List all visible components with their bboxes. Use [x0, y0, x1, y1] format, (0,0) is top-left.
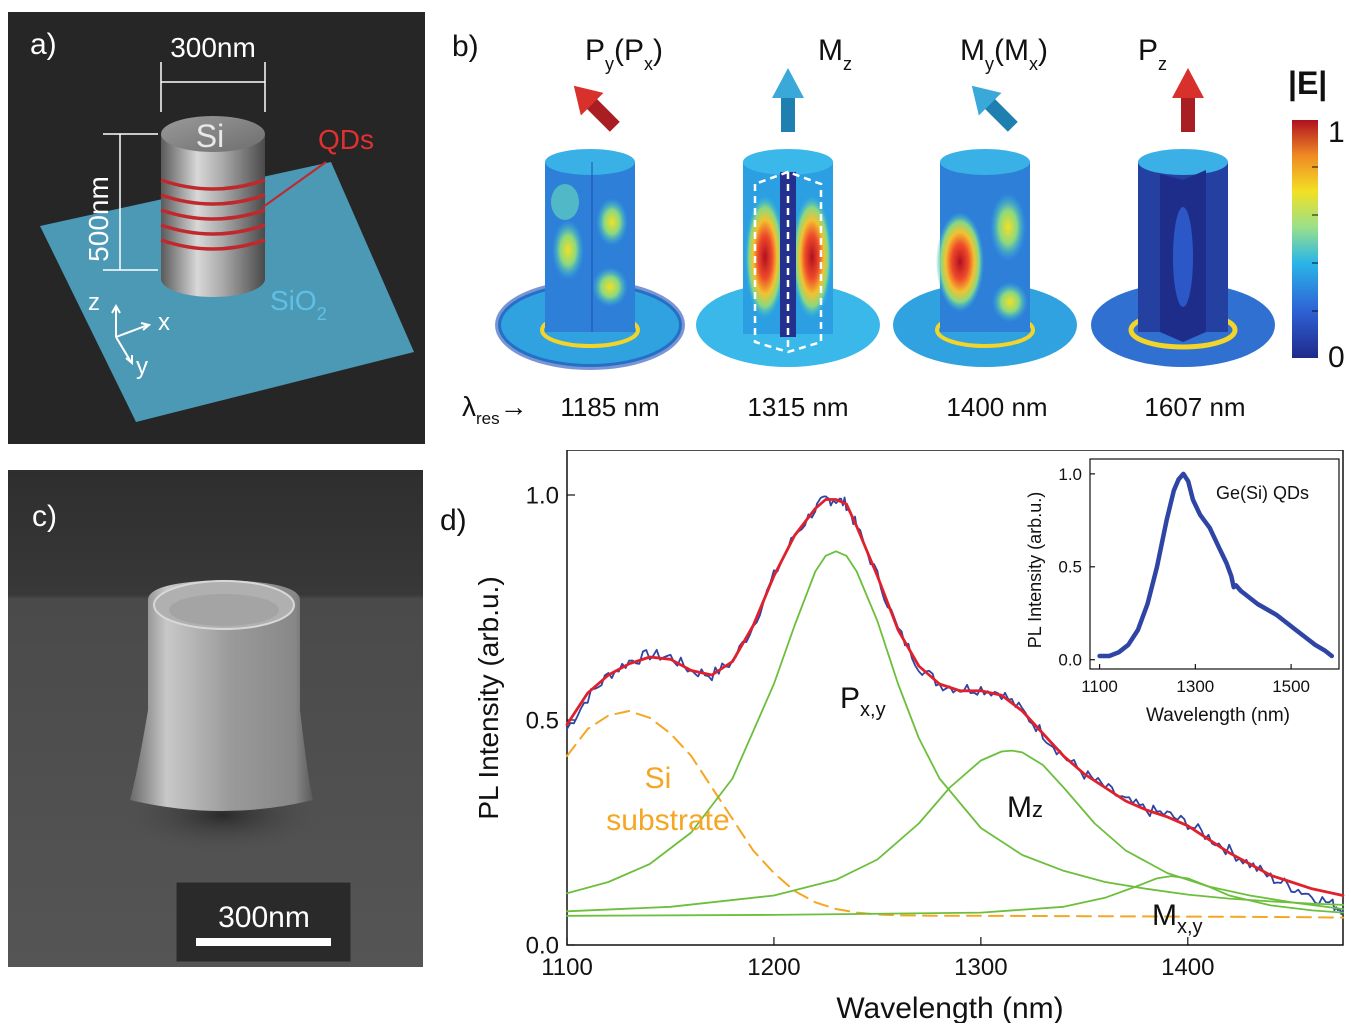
scalebar-box — [175, 881, 352, 963]
panel-c-label: c) — [32, 500, 57, 533]
qd-layers — [160, 178, 266, 251]
wavelength-mz: 1315 nm — [747, 392, 848, 422]
x-tick-label: 1300 — [954, 954, 1007, 981]
y-tick-label: 0.0 — [1058, 651, 1082, 670]
series-fit — [565, 498, 1345, 897]
panel-d-label: d) — [440, 504, 467, 537]
colorbar-title: |E| — [1288, 65, 1327, 101]
field-map-figure: b) Py(Px) Mz My(Mx) Pz — [452, 30, 1345, 428]
qd-layer-4 — [160, 223, 266, 236]
axis-z-label: z — [88, 289, 100, 316]
mode-label-mz: Mz — [818, 34, 852, 74]
x-tick-label: 1100 — [1081, 677, 1118, 696]
pillar-top — [161, 116, 265, 152]
x-tick-label: 1500 — [1272, 677, 1310, 696]
panel-b-field-maps: b) Py(Px) Mz My(Mx) Pz — [440, 12, 1351, 444]
mode-label-pz: Pz — [1138, 34, 1167, 74]
field-map-my — [893, 149, 1077, 367]
qd-layer-5 — [160, 238, 266, 251]
colorbar — [1292, 120, 1318, 358]
inset-x-ticks: 1100 1300 1500 — [1081, 664, 1310, 696]
mode-label-my: My(Mx) — [960, 34, 1048, 74]
panel-a-label: a) — [30, 28, 57, 61]
panel-c-sem-image: 300nm c) — [8, 470, 423, 967]
annotation-mz: Mz — [1007, 791, 1043, 824]
mode-label-py: Py(Px) — [585, 34, 663, 74]
scalebar-label: 300nm — [218, 901, 310, 934]
scalebar — [196, 938, 331, 946]
colorbar-min: 0 — [1328, 341, 1345, 374]
panel-d-pl-spectrum: d) 0.0 0.5 1.0 1100 1200 1300 1400 PL Intensi… — [430, 449, 1351, 1025]
arrow-mz-icon — [772, 68, 804, 132]
qds-label: QDs — [318, 124, 374, 155]
width-dimension — [160, 62, 266, 112]
pillar-schematic: 300nm 500nm Si QDs SiO2 z x y a) — [30, 28, 414, 422]
axis-y-label: y — [136, 353, 148, 380]
width-label: 300nm — [170, 32, 256, 63]
qd-layer-1 — [160, 178, 266, 191]
pillar-bottom — [161, 261, 265, 297]
inset-chart: 0.0 0.5 1.0 1100 1300 1500 Ge(Si) QDs PL Int… — [1025, 458, 1340, 726]
series-m-xy — [566, 875, 1344, 917]
inset-title: Ge(Si) QDs — [1216, 483, 1309, 503]
sem-pillar — [130, 580, 313, 811]
wavelength-py: 1185 nm — [560, 392, 659, 422]
inset-y-label: PL Intensity (arb.u.) — [1025, 492, 1045, 648]
series-group — [565, 495, 1345, 919]
arrow-py-icon — [573, 85, 620, 132]
x-axis-label: Wavelength (nm) — [836, 992, 1063, 1023]
qd-layer-2 — [160, 193, 266, 206]
wavelength-pz: 1607 nm — [1144, 392, 1245, 422]
y-tick-label: 0.5 — [1058, 558, 1082, 577]
colorbar-ticks — [1312, 166, 1318, 312]
series-ge-si-qds — [1097, 471, 1335, 659]
field-map-py — [495, 149, 685, 370]
pillar-body — [161, 134, 265, 279]
panel-a-schematic: 300nm 500nm Si QDs SiO2 z x y a) — [8, 12, 425, 444]
height-dimension — [103, 133, 158, 271]
series-p-xy — [566, 550, 1344, 906]
inset-series-group — [1097, 471, 1335, 659]
inset-y-ticks: 0.0 0.5 1.0 — [1058, 465, 1095, 670]
x-tick-label: 1400 — [1161, 954, 1214, 981]
inset-x-label: Wavelength (nm) — [1146, 705, 1290, 726]
y-tick-label: 0.0 — [526, 932, 559, 959]
field-map-mz — [696, 149, 880, 367]
annotation-substrate: substrate — [606, 804, 729, 837]
y-tick-label: 1.0 — [1058, 465, 1082, 484]
annotation-pxy: Px,y — [840, 682, 886, 721]
si-pillar-label: Si — [196, 118, 224, 154]
y-tick-label: 1.0 — [526, 482, 559, 509]
arrow-pz-icon — [1172, 68, 1204, 132]
annotation-si: Si — [645, 762, 672, 795]
y-tick-label: 0.5 — [526, 707, 559, 734]
x-tick-label: 1100 — [541, 954, 593, 981]
annotation-mxy: Mx,y — [1152, 899, 1203, 938]
qds-leader-line — [262, 161, 327, 208]
arrow-my-icon — [971, 85, 1018, 132]
x-axis-ticks: 1100 1200 1300 1400 — [541, 937, 1214, 981]
wavelength-my: 1400 nm — [946, 392, 1047, 422]
axes-triad — [111, 303, 152, 366]
x-tick-label: 1300 — [1176, 677, 1214, 696]
pl-spectrum-chart: d) 0.0 0.5 1.0 1100 1200 1300 1400 PL Intensi… — [440, 449, 1345, 1025]
sem-micrograph: 300nm c) — [8, 470, 423, 967]
lambda-res-label: λres→ — [462, 391, 528, 428]
x-tick-label: 1200 — [747, 954, 800, 981]
colorbar-max: 1 — [1328, 116, 1345, 149]
panel-b-label: b) — [452, 30, 479, 63]
qd-layer-3 — [160, 208, 266, 221]
y-axis-label: PL Intensity (arb.u.) — [473, 576, 504, 819]
height-label: 500nm — [83, 176, 114, 262]
sio2-label: SiO2 — [270, 285, 327, 324]
axis-x-label: x — [158, 309, 170, 336]
field-map-pz — [1091, 149, 1275, 367]
plot-frame — [566, 449, 1344, 946]
